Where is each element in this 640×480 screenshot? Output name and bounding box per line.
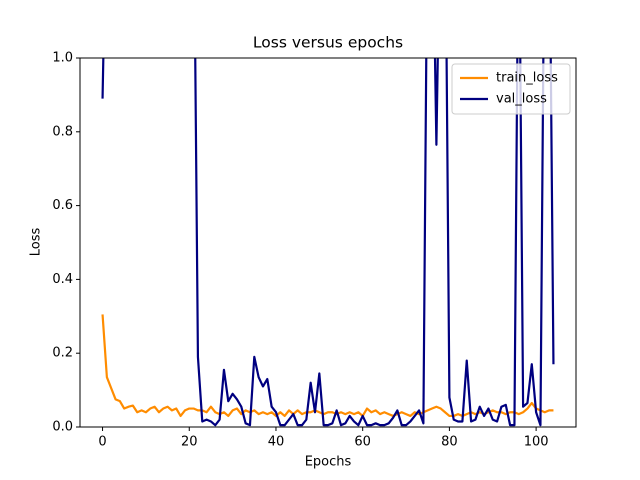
plot-area (101, 58, 555, 427)
y-tick-label: 1.0 (52, 51, 73, 66)
x-axis-label: Epochs (305, 455, 352, 470)
x-tick-label: 40 (268, 435, 285, 450)
y-tick-label: 0.0 (52, 420, 73, 435)
legend-label: train_loss (496, 71, 558, 86)
line-series (101, 58, 555, 427)
legend-box (451, 63, 571, 115)
x-tick-label: 20 (181, 435, 198, 450)
y-tick-label: 0.2 (52, 346, 73, 361)
x-tick-label: 60 (354, 435, 371, 450)
y-axis-label: Loss (29, 228, 44, 257)
y-tick-label: 0.4 (52, 272, 73, 287)
legend-label: val_loss (496, 92, 547, 107)
axes-frame (79, 57, 577, 428)
x-tick-label: 0 (98, 435, 106, 450)
x-tick-label: 100 (524, 435, 549, 450)
y-tick-label: 0.6 (52, 198, 73, 213)
y-tick-label: 0.8 (52, 124, 73, 139)
line-series (101, 314, 554, 418)
chart-title: Loss versus epochs (253, 34, 403, 52)
x-tick-label: 80 (441, 435, 458, 450)
